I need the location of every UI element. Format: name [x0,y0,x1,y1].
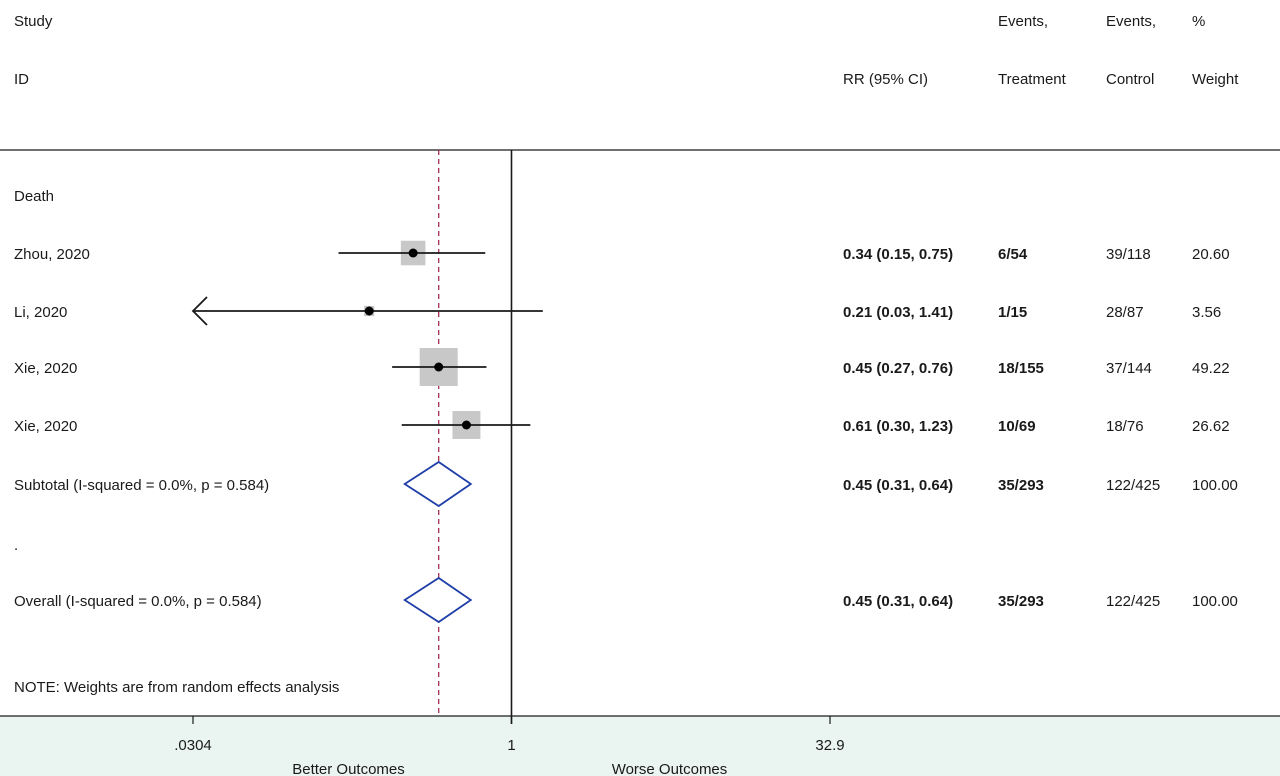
header-events-treatment-1: Events, [998,13,1048,30]
subtotal-events-treatment: 35/293 [998,477,1044,494]
header-study: Study [14,13,53,30]
subtotal-rr-ci: 0.45 (0.31, 0.64) [843,477,953,494]
x-label-worse-outcomes: Worse Outcomes [612,761,728,776]
subtotal-diamond [403,460,473,508]
study-events-treatment: 1/15 [998,304,1027,321]
header-rr: RR (95% CI) [843,71,928,88]
header-events-treatment-2: Treatment [998,71,1067,88]
study-name: Xie, 2020 [14,360,77,377]
header-events-control-2: Control [1106,71,1154,88]
overall-diamond [403,576,473,624]
overall-rr-ci: 0.45 (0.31, 0.64) [843,593,953,610]
study-point-estimate [408,248,418,258]
x-tick-label: 1 [507,737,515,754]
study-rr-ci: 0.45 (0.27, 0.76) [843,360,953,377]
study-weight: 3.56 [1192,304,1221,321]
header-weight-1: % [1192,13,1205,30]
study-rr-ci: 0.21 (0.03, 1.41) [843,304,953,321]
header-events-control-1: Events, [1106,13,1156,30]
study-rr-ci: 0.34 (0.15, 0.75) [843,246,953,263]
study-events-control: 37/144 [1106,360,1152,377]
overall-events-control: 122/425 [1106,593,1160,610]
study-point-estimate [434,362,444,372]
study-name: Li, 2020 [14,304,67,321]
study-point-estimate [364,306,374,316]
x-tick-label: 32.9 [815,737,844,754]
x-label-better-outcomes: Better Outcomes [292,761,405,776]
study-events-control: 39/118 [1106,246,1151,263]
study-events-treatment: 18/155 [998,360,1044,377]
study-events-treatment: 6/54 [998,246,1028,263]
header-weight-2: Weight [1192,71,1239,88]
subtotal-events-control: 122/425 [1106,477,1160,494]
header-id: ID [14,71,29,88]
study-weight: 20.60 [1192,246,1230,263]
study-point-estimate [461,420,471,430]
study-events-control: 28/87 [1106,304,1144,321]
study-name: Zhou, 2020 [14,246,90,263]
overall-label: Overall (I-squared = 0.0%, p = 0.584) [14,593,262,610]
group-label: Death [14,188,54,205]
overall-events-treatment: 35/293 [998,593,1044,610]
subtotal-weight: 100.00 [1192,477,1238,494]
axis-label-band [0,716,1280,776]
spacer-dot: . [14,537,18,554]
study-weight: 26.62 [1192,418,1230,435]
study-name: Xie, 2020 [14,418,77,435]
x-tick-label: .0304 [174,737,212,754]
study-events-control: 18/76 [1106,418,1144,435]
subtotal-label: Subtotal (I-squared = 0.0%, p = 0.584) [14,477,269,494]
study-events-treatment: 10/69 [998,418,1036,435]
ci-arrow-left-icon [191,296,208,326]
study-rr-ci: 0.61 (0.30, 1.23) [843,418,953,435]
study-weight: 49.22 [1192,360,1230,377]
note-text: NOTE: Weights are from random effects an… [14,679,339,696]
overall-weight: 100.00 [1192,593,1238,610]
